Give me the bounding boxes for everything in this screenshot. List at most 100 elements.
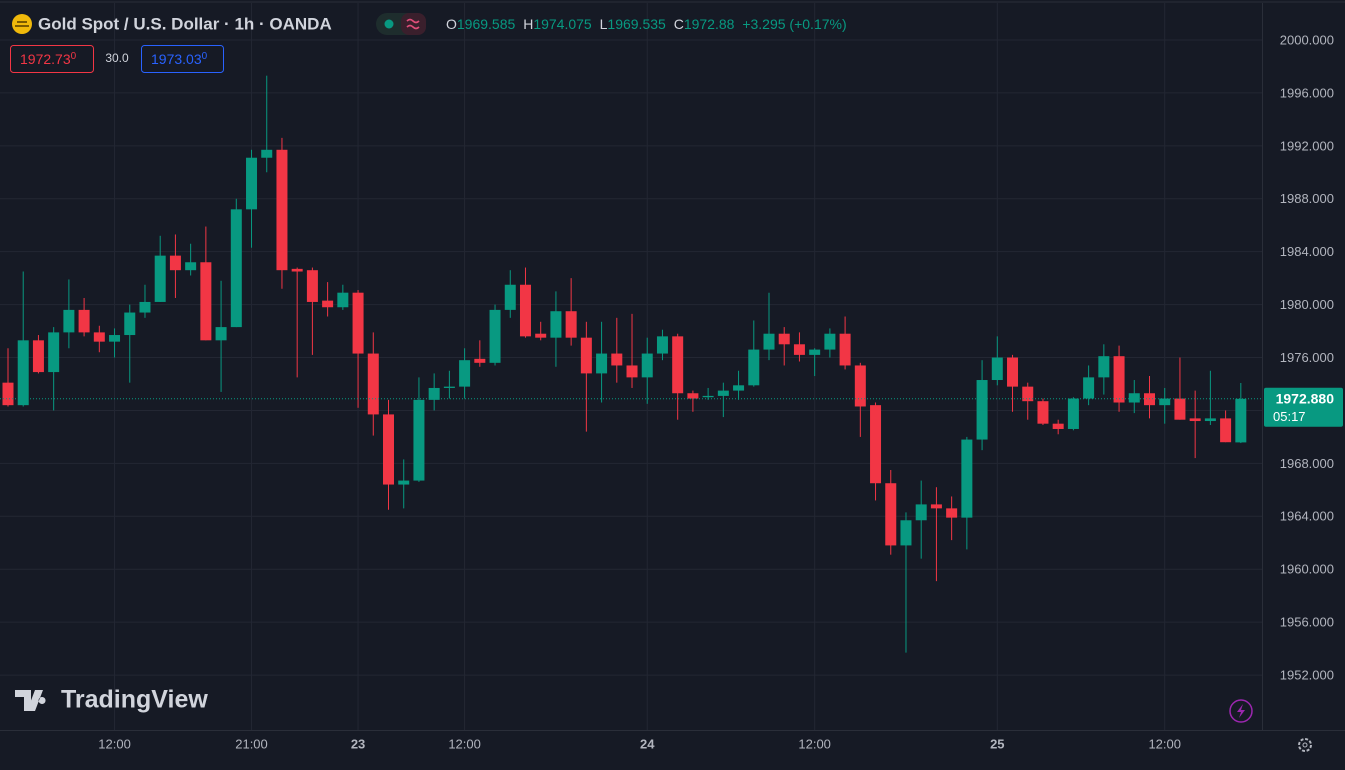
candle-body (550, 311, 562, 338)
candle-body (641, 353, 653, 378)
ohlc-value: 1972.88 (684, 16, 735, 32)
candle-body (976, 380, 988, 440)
candle-body (687, 393, 699, 399)
candle-body (246, 157, 258, 210)
last-price-label: 1972.880 (1276, 391, 1335, 407)
candle-body (17, 340, 29, 406)
candle-body (48, 332, 60, 373)
candle-body (580, 337, 592, 374)
ohlc-value: 1969.535 (607, 16, 666, 32)
y-tick-label: 1956.000 (1280, 615, 1334, 630)
candle-body (1113, 356, 1125, 403)
candle-body (1174, 398, 1186, 420)
countdown: 05:17 (1273, 409, 1306, 424)
candle-body (337, 292, 349, 308)
candle-body (763, 333, 775, 350)
axes: 1952.000 1956.000 1960.000 1964.000 1968.000… (0, 3, 1345, 751)
y-tick-label: 1984.000 (1280, 244, 1334, 259)
symbol-icon-mark (15, 21, 29, 27)
candle-body (32, 340, 44, 373)
candle-body (139, 301, 151, 313)
settings-icon[interactable] (1302, 742, 1308, 748)
candle-body (809, 349, 821, 355)
candle-body (383, 414, 394, 485)
candle-body (185, 262, 197, 271)
candle-body (428, 387, 440, 400)
ohlc-label: O (446, 16, 457, 32)
candle-body (443, 386, 455, 388)
x-tick-label: 12:00 (798, 736, 831, 751)
candle-body (702, 395, 714, 398)
candle-body (824, 333, 836, 350)
candle-body (778, 333, 790, 345)
y-tick-label: 1964.000 (1280, 509, 1334, 524)
candle-body (230, 209, 242, 328)
sell-price-fraction[interactable]: 0 (71, 51, 77, 62)
candle-body (793, 344, 805, 355)
candle-body (306, 270, 318, 302)
candle-body (1128, 393, 1140, 403)
ohlc-legend: O1969.585 H1974.075 L1969.535 C1972.88 +… (446, 16, 847, 32)
candle-body (93, 332, 105, 342)
candle-body (1083, 377, 1095, 399)
candle-body (1204, 418, 1216, 422)
lightning-button[interactable] (1229, 699, 1253, 723)
candle-body (930, 504, 942, 509)
x-tick-label: 12:00 (448, 736, 481, 751)
candle-body (1159, 398, 1171, 406)
candle-body (291, 268, 303, 272)
delay-icon (406, 18, 420, 30)
candle-body (109, 335, 121, 342)
candle-body (504, 284, 516, 310)
candle-body (961, 439, 973, 518)
sell-price[interactable]: 1972.730 (20, 51, 77, 67)
y-tick-label: 1988.000 (1280, 191, 1334, 206)
candle-body (1220, 418, 1232, 443)
candle-body (200, 262, 212, 341)
change-label: +3.295 (+0.17%) (742, 16, 846, 32)
last-price-box (1264, 387, 1343, 427)
x-tick-label: 24 (640, 736, 655, 751)
candle-body (352, 292, 364, 354)
y-tick-label: 1992.000 (1280, 138, 1334, 153)
candle-body (154, 255, 166, 302)
sell-button[interactable] (10, 45, 94, 73)
candle-body (748, 349, 760, 386)
candle-body (1052, 423, 1064, 429)
chart-title: Gold Spot / U.S. Dollar · 1h · OANDA (38, 14, 332, 33)
candle-body (78, 309, 90, 333)
candle-body (1037, 401, 1049, 424)
candle-body (2, 382, 14, 406)
candle-body (1022, 386, 1034, 402)
sell-price-main[interactable]: 1972.73 (20, 51, 71, 67)
lightning-icon[interactable] (1237, 704, 1245, 718)
y-tick-label: 1952.000 (1280, 668, 1334, 683)
candle-body (413, 399, 425, 481)
candle-body (367, 353, 379, 415)
buy-price[interactable]: 1973.030 (151, 51, 208, 67)
candle-body (63, 309, 75, 333)
candle-body (215, 327, 227, 341)
candle-body (672, 336, 684, 394)
candle-body (1235, 398, 1247, 443)
candle-body (596, 353, 608, 374)
buy-price-fraction[interactable]: 0 (202, 51, 208, 62)
candle-body (946, 508, 958, 518)
candle-body (870, 405, 882, 484)
ohlc-label: H (523, 16, 533, 32)
candle-body (124, 312, 136, 336)
watermark-logo (15, 690, 46, 711)
y-tick-label: 1980.000 (1280, 297, 1334, 312)
buy-price-main[interactable]: 1973.03 (151, 51, 202, 67)
ohlc-value: 1969.585 (457, 16, 516, 32)
candle-body (611, 353, 623, 366)
candle-body (656, 336, 668, 354)
x-tick-label: 21:00 (235, 736, 268, 751)
status-badge-right (401, 13, 426, 35)
ohlc-label: C (674, 16, 684, 32)
candle-body (900, 520, 912, 546)
settings-button[interactable] (1298, 738, 1312, 752)
candle-body (489, 309, 501, 363)
buy-button[interactable] (141, 45, 224, 73)
